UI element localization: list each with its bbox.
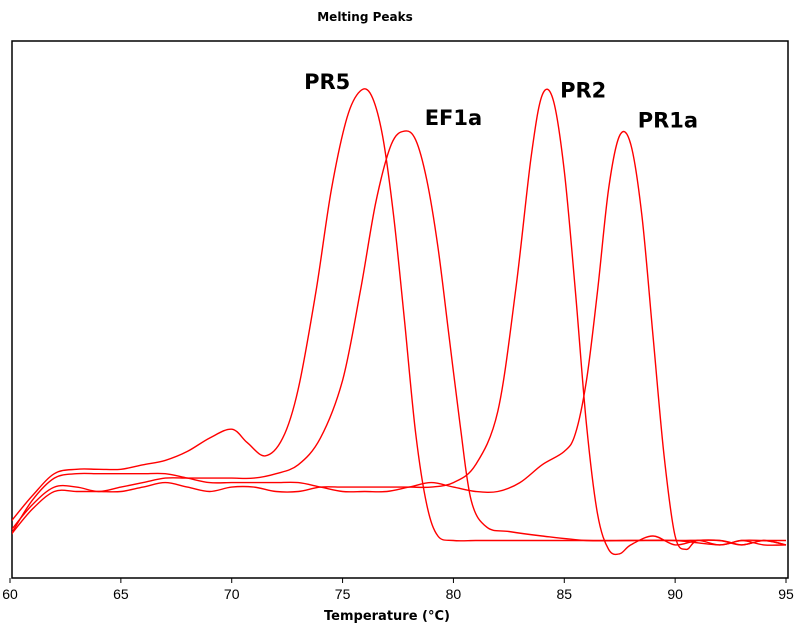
series-label-ef1a: EF1a xyxy=(425,106,482,130)
x-tick-label: 95 xyxy=(778,586,794,602)
chart-title: Melting Peaks xyxy=(317,10,413,24)
x-tick-label: 70 xyxy=(224,586,240,602)
series-labels: PR5 EF1a PR2 PR1a xyxy=(304,70,698,133)
series-label-pr5: PR5 xyxy=(304,70,350,94)
x-axis-label: Temperature (°C) xyxy=(324,609,450,624)
x-tick-label: 60 xyxy=(2,586,18,602)
x-axis-ticks: 60 65 70 75 80 85 90 95 xyxy=(2,578,794,602)
x-tick-label: 85 xyxy=(556,586,572,602)
series-layer xyxy=(12,88,787,556)
series-label-pr1a: PR1a xyxy=(638,109,698,133)
series-line-ef1a xyxy=(12,130,787,546)
x-tick-label: 90 xyxy=(667,586,683,602)
x-tick-label: 75 xyxy=(335,586,351,602)
x-tick-label: 65 xyxy=(113,586,129,602)
series-line-pr1a xyxy=(12,130,786,551)
x-tick-label: 80 xyxy=(446,586,462,602)
series-line-pr2 xyxy=(12,88,787,556)
series-label-pr2: PR2 xyxy=(560,78,606,102)
